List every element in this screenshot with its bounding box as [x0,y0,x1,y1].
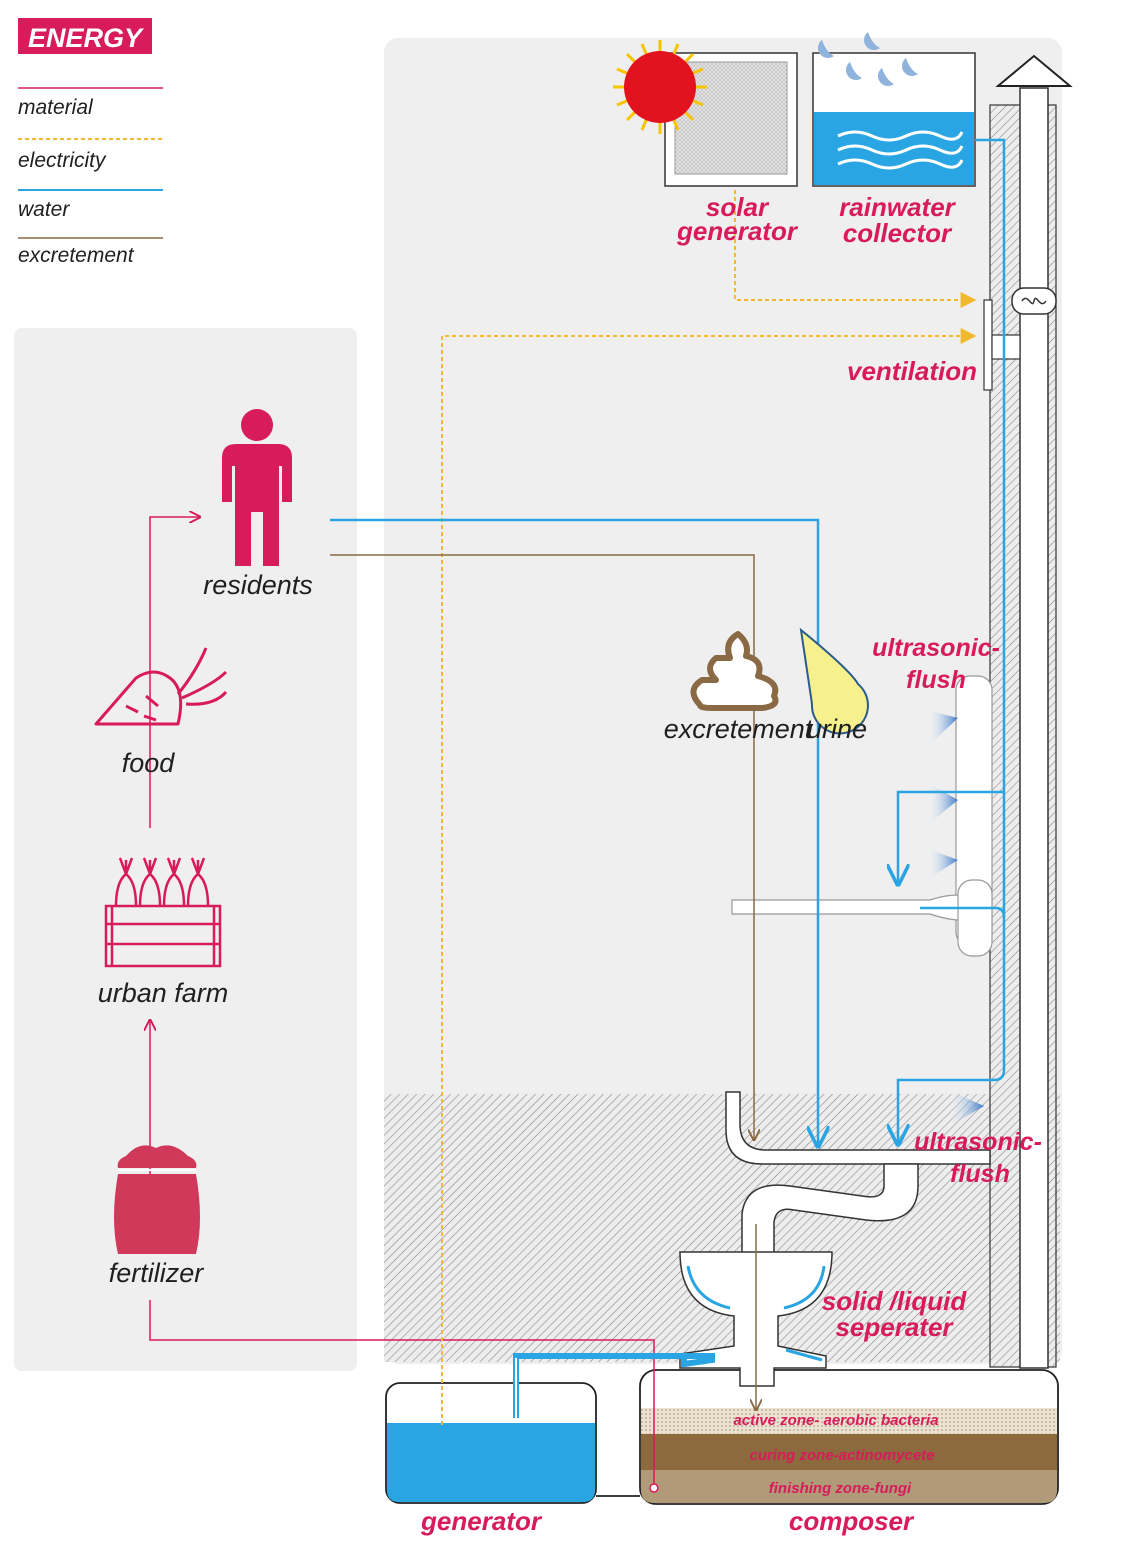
vent-pipe [1019,87,1049,1369]
labels: solar generator rainwater collector vent… [98,192,1042,1536]
legend-item-excretement: excretement [18,244,135,267]
label-urine: urine [807,714,867,744]
sun-icon [613,40,707,134]
label-zone-curing: curing zone-actinomycete [749,1447,934,1464]
rain-drops-icon [817,32,918,87]
floor-block [384,1094,1060,1362]
sack-icon [114,1145,200,1254]
label-residents: residents [203,570,313,600]
label-composer: composer [789,1506,915,1536]
legend-item-electricity: electricity [18,149,107,172]
drain-pipe [741,1163,919,1255]
label-rain-line2: collector [843,218,953,248]
label-separator-line1: solid /liquid [822,1286,968,1316]
label-ventilation: ventilation [847,356,977,386]
flow-residents-excretement [330,554,754,1140]
flow-flush-bowl [920,906,1006,919]
composer-tank [639,1369,1059,1505]
legend-item-water: water [18,198,70,221]
label-urban-farm: urban farm [98,978,229,1008]
flow-rain-wall [898,138,1006,1144]
label-separator-line2: seperater [835,1312,954,1342]
toilet-fixture [731,675,993,957]
legend-title: ENERGY [28,23,145,53]
flow-solar-vent [734,190,977,308]
fan-icon [1011,287,1057,315]
solar-generator [613,40,798,187]
label-flush2-line1: ultrasonic- [914,1128,1042,1156]
label-flush1-line1: ultrasonic- [872,634,1000,662]
label-rain-line1: rainwater [839,192,956,222]
crate-icon [104,857,222,968]
flow-compost-fertilizer [149,1300,655,1488]
generator-tank [385,1382,597,1504]
label-excretement: excretement [664,714,814,744]
ventilation-box [983,299,993,391]
flow-flush-upper [898,790,1004,884]
label-solar-line1: solar [706,192,770,222]
carrot-icon [94,647,228,726]
chimney-cap-icon [995,54,1073,87]
label-flush1-line2: flush [906,666,966,694]
flow-residents-urine [330,518,818,1146]
legend-title-badge [18,18,152,54]
rainwater-collector [812,32,976,187]
label-solar-line2: generator [676,216,799,246]
drop-icon [799,627,869,735]
left-panel [14,328,357,1371]
legend: ENERGY material electricity water excret… [18,18,163,267]
label-fertilizer: fertilizer [109,1258,205,1288]
label-generator: generator [420,1506,543,1536]
flow-generator-vent [441,328,977,1425]
label-food: food [122,748,176,778]
person-icon [222,409,292,566]
label-zone-active: active zone- aerobic bacteria [733,1412,938,1429]
legend-item-material: material [18,96,94,119]
poop-icon [690,631,779,711]
label-zone-finishing: finishing zone-fungi [769,1480,912,1497]
toilet-bowl [725,1091,991,1165]
flow-food-residents [149,517,200,800]
label-flush2-line2: flush [950,1160,1010,1188]
